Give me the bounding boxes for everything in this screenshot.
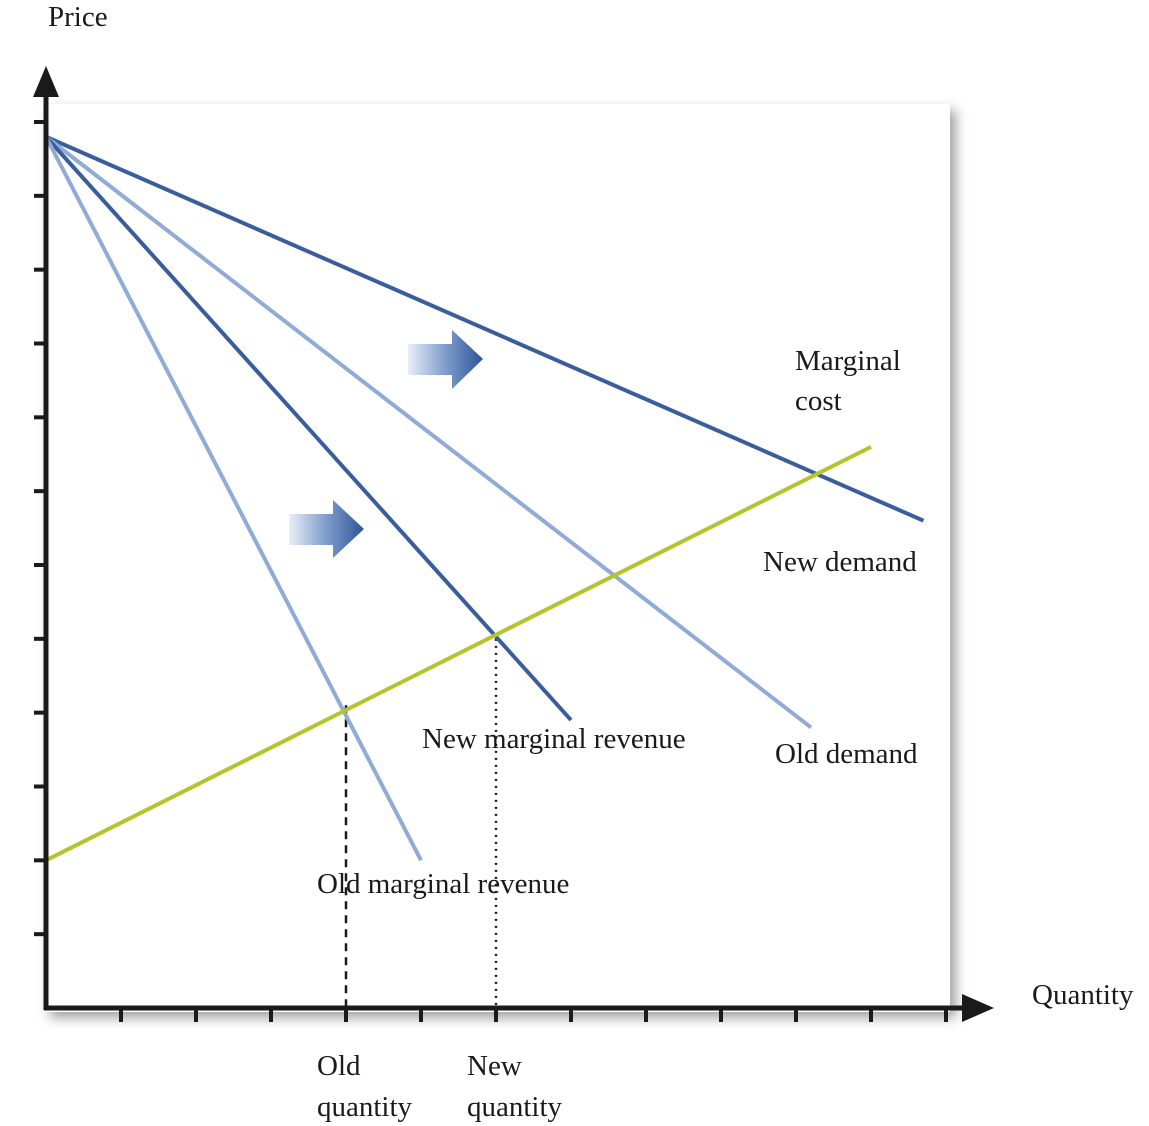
y-axis-arrowhead xyxy=(33,66,59,97)
shift-arrow xyxy=(408,330,483,389)
new-demand-line xyxy=(45,134,925,523)
axis-ticks xyxy=(34,120,948,1022)
new-quantity-label: quantity xyxy=(467,1091,563,1123)
new-marginal-revenue-label: New marginal revenue xyxy=(422,723,686,755)
marginal-cost-label: cost xyxy=(795,385,842,417)
old-demand-label: Old demand xyxy=(775,738,918,770)
marginal-cost-label: Marginal xyxy=(795,345,901,377)
new-marginal-revenue-line xyxy=(44,135,573,722)
old-marginal-revenue-label: Old marginal revenue xyxy=(317,868,569,900)
old-demand-line xyxy=(44,135,813,730)
new-quantity-label: New xyxy=(467,1050,522,1082)
old-quantity-label: Old xyxy=(317,1050,361,1082)
marginal-cost-line xyxy=(45,445,872,863)
quantity-guides xyxy=(344,638,498,1008)
plot-panel xyxy=(44,104,950,1012)
x-axis-label: Quantity xyxy=(1032,979,1134,1011)
y-axis-label: Price xyxy=(48,1,108,33)
x-axis-arrowhead xyxy=(962,994,994,1022)
old-quantity-label: quantity xyxy=(317,1091,413,1123)
axes xyxy=(33,66,994,1022)
series-layer xyxy=(44,134,925,863)
new-demand-label: New demand xyxy=(763,546,917,578)
shift-arrow xyxy=(289,500,364,558)
old-marginal-revenue-line xyxy=(44,135,423,862)
